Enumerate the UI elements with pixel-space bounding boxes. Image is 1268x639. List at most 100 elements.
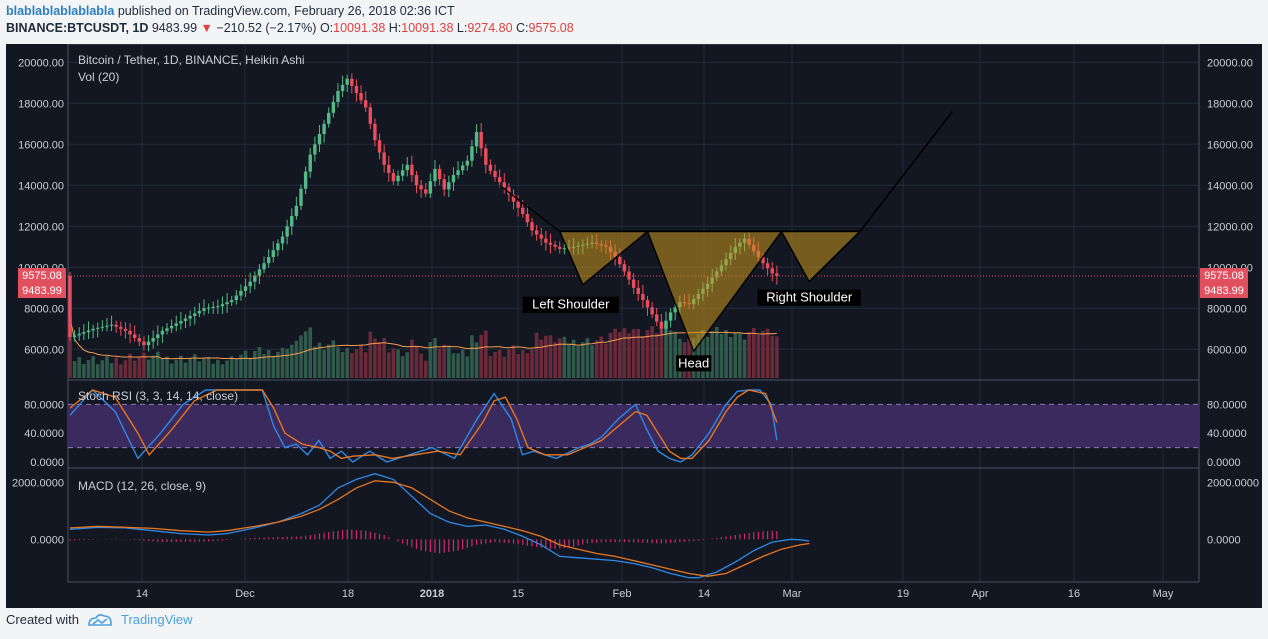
chart-canvas[interactable]: Left Shoulder Head Right Shoulder 14 Dec 18 2… bbox=[6, 44, 1262, 608]
candle-body bbox=[373, 123, 377, 141]
candle-body bbox=[479, 132, 483, 149]
volume-bar bbox=[654, 333, 659, 378]
volume-bar bbox=[585, 338, 590, 378]
y-tick-label-right: 8000.00 bbox=[1207, 303, 1247, 315]
candle-body bbox=[456, 170, 460, 176]
volume-ma-line bbox=[69, 317, 777, 360]
macd-tick-label: 0.0000 bbox=[30, 534, 64, 546]
candle-body bbox=[350, 78, 354, 86]
x-tick-label: 16 bbox=[1068, 588, 1080, 600]
candle-body bbox=[303, 171, 308, 189]
volume-bar bbox=[257, 347, 262, 378]
volume-bar bbox=[456, 353, 460, 378]
candle-body bbox=[765, 263, 770, 269]
volume-bar bbox=[488, 356, 493, 378]
candle-body bbox=[447, 182, 451, 190]
volume-bar bbox=[631, 329, 636, 378]
last-price-label-left-bg bbox=[18, 283, 66, 299]
candle-body bbox=[119, 326, 123, 329]
created-with: Created with bbox=[6, 612, 79, 627]
volume-bar bbox=[192, 354, 197, 378]
macd-signal-line bbox=[69, 480, 810, 577]
candle-body bbox=[206, 307, 211, 309]
volume-bar bbox=[604, 343, 608, 378]
volume-bar bbox=[484, 330, 488, 378]
y-tick-label: 18000.00 bbox=[18, 98, 64, 110]
volume-bar bbox=[109, 363, 114, 378]
candle-body bbox=[266, 257, 271, 264]
candle-body bbox=[146, 341, 151, 346]
candle-body bbox=[193, 313, 197, 316]
volume-bar bbox=[571, 339, 576, 378]
candle-body bbox=[424, 189, 428, 194]
candle-body bbox=[234, 295, 239, 301]
last-price-label-right: 9483.99 bbox=[1204, 285, 1244, 297]
volume-bar bbox=[91, 356, 95, 378]
volume-bar bbox=[539, 339, 544, 378]
high-label: H: bbox=[388, 21, 402, 35]
candle-body bbox=[142, 341, 146, 346]
volume-bar bbox=[428, 342, 433, 378]
volume-bar bbox=[511, 345, 516, 378]
volume-bar bbox=[664, 323, 668, 378]
volume-bar bbox=[179, 355, 183, 378]
candle-body bbox=[664, 320, 668, 329]
volume-bar bbox=[673, 331, 678, 378]
volume-bar bbox=[497, 349, 502, 378]
volume-bar bbox=[479, 334, 483, 378]
volume-bar bbox=[400, 356, 405, 378]
volume-bar bbox=[742, 339, 747, 378]
candle-body bbox=[627, 271, 631, 280]
symbol-line: BINANCE:BTCUSDT, 1D 9483.99 ▼ −210.52 (−… bbox=[6, 20, 574, 37]
last-price-label-left: 9483.99 bbox=[22, 285, 62, 297]
candle-body bbox=[474, 132, 479, 147]
volume-bar bbox=[174, 359, 179, 378]
volume-bar bbox=[123, 360, 128, 378]
open-value: 10091.38 bbox=[333, 21, 386, 35]
volume-bar bbox=[271, 355, 276, 378]
candle-body bbox=[470, 146, 474, 161]
volume-bar bbox=[119, 364, 123, 378]
stoch-rsi-d-line bbox=[69, 389, 778, 460]
volume-bar bbox=[617, 332, 622, 378]
volume-bar bbox=[719, 334, 724, 378]
volume-bar bbox=[299, 335, 303, 378]
candle-body bbox=[248, 281, 252, 287]
y-tick-label: 6000.00 bbox=[24, 344, 64, 356]
volume-bar bbox=[562, 336, 567, 378]
x-tick-label: 19 bbox=[897, 588, 909, 600]
candle-body bbox=[96, 327, 100, 329]
candle-body bbox=[290, 216, 294, 227]
price-change: −210.52 (−2.17%) bbox=[216, 21, 317, 35]
volume-bar bbox=[386, 352, 391, 378]
volume-bar bbox=[465, 356, 470, 378]
brand-name[interactable]: TradingView bbox=[120, 612, 193, 627]
candle-body bbox=[202, 308, 206, 311]
candle-body bbox=[137, 338, 141, 342]
username[interactable]: blablablablablabla bbox=[6, 4, 115, 18]
candle-body bbox=[534, 230, 539, 235]
volume-bar bbox=[354, 349, 359, 378]
pattern-edge bbox=[559, 231, 584, 286]
volume-bar bbox=[668, 330, 673, 378]
volume-bar bbox=[770, 335, 775, 378]
volume-bar bbox=[142, 352, 146, 378]
rsi-tick-label: 0.0000 bbox=[30, 457, 64, 469]
candle-body bbox=[331, 101, 336, 113]
pattern-label-bg bbox=[757, 289, 861, 306]
volume-bar bbox=[645, 330, 650, 378]
volume-bar bbox=[581, 342, 585, 378]
overbought-band bbox=[68, 404, 1199, 448]
volume-bar bbox=[114, 357, 118, 378]
publish-info: published on TradingView.com, February 2… bbox=[117, 4, 455, 18]
candle-body bbox=[317, 134, 322, 145]
close-value: 9575.08 bbox=[528, 21, 574, 35]
volume-bar bbox=[460, 349, 465, 378]
volume-bar bbox=[137, 356, 142, 378]
y-tick-label: 20000.00 bbox=[18, 57, 64, 69]
volume-bar bbox=[294, 340, 299, 378]
candle-body bbox=[433, 168, 437, 182]
x-tick-label: Mar bbox=[783, 588, 802, 600]
volume-bar bbox=[308, 327, 313, 378]
candle-body bbox=[437, 168, 442, 180]
